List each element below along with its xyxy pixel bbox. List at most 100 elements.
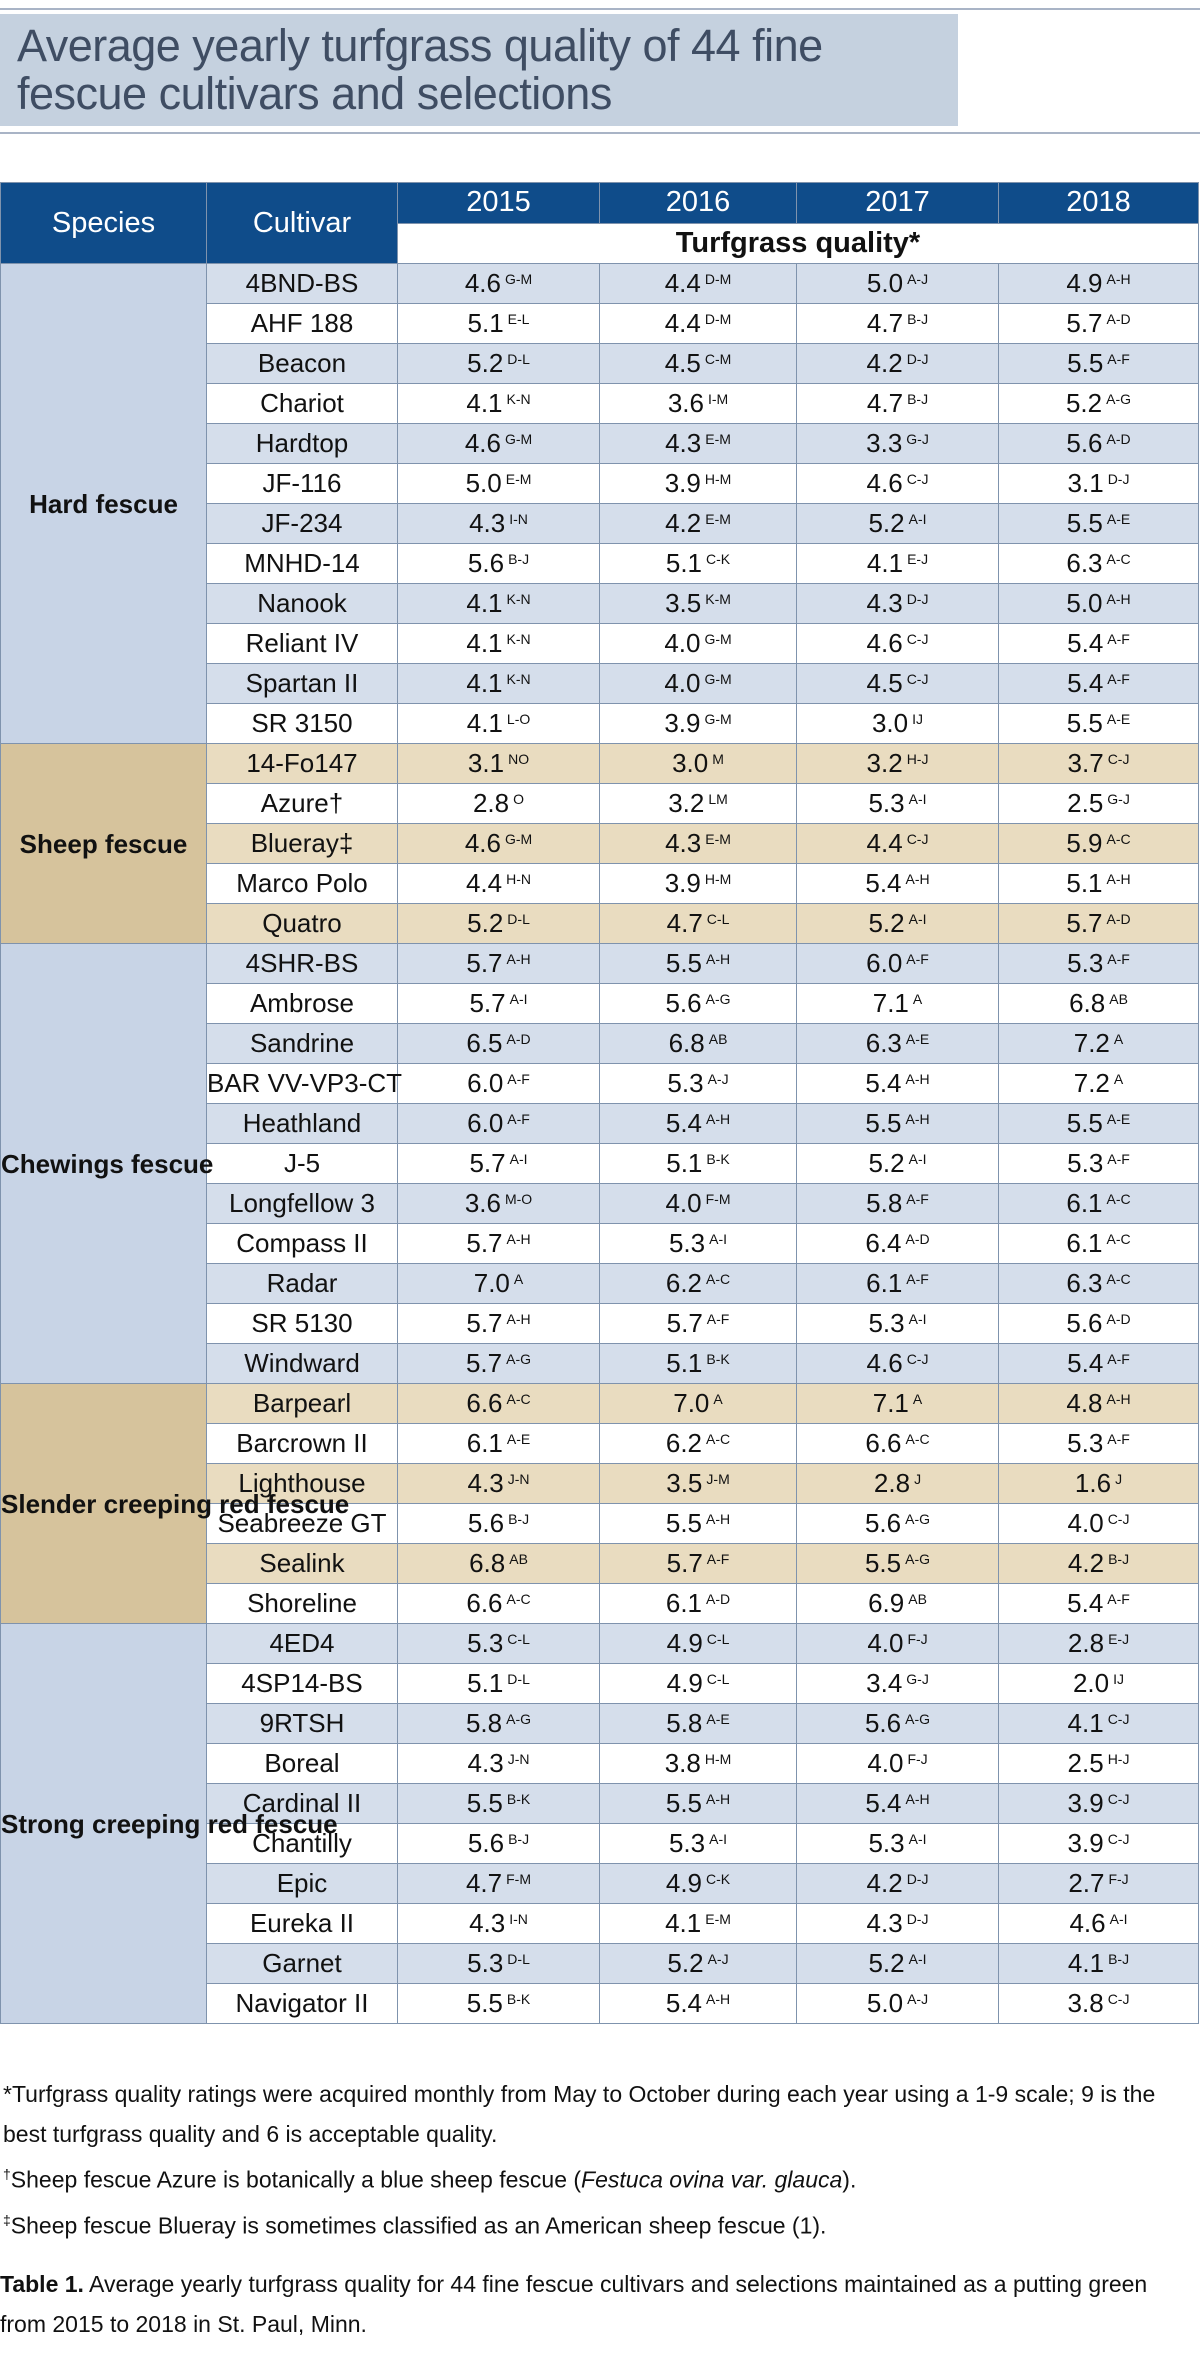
significance-letters: A-D (1106, 911, 1131, 927)
significance-letters: A-I (908, 1151, 927, 1167)
quality-value: 5.5 (1066, 508, 1103, 538)
significance-letters: A-H (1106, 591, 1131, 607)
header-species: Species (0, 182, 207, 264)
quality-cell: 1.6 J (998, 1463, 1199, 1504)
significance-letters: E-M (505, 471, 532, 487)
table-row: Epic 4.7 F-M 4.9 C-K 4.2 D-J 2.7 F-J (1, 1863, 1199, 1904)
table-row: J-5 5.7 A-I 5.1 B-K 5.2 A-I 5.3 A-F (1, 1143, 1199, 1184)
significance-letters: A-H (506, 1311, 531, 1327)
significance-letters: AB (908, 1591, 927, 1607)
significance-letters: A-F (1107, 1351, 1130, 1367)
significance-letters: A-D (506, 1031, 531, 1047)
quality-cell: 5.3 A-F (998, 1423, 1199, 1464)
significance-letters: K-N (506, 391, 531, 407)
significance-letters: C-J (1107, 1511, 1130, 1527)
header-cultivar: Cultivar (206, 182, 398, 264)
significance-letters: A-F (507, 1071, 530, 1087)
significance-letters: C-J (906, 471, 929, 487)
cultivar-cell: Blueray‡ (206, 823, 398, 864)
quality-cell: 5.7 A-F (599, 1303, 797, 1344)
quality-value: 6.6 (865, 1428, 902, 1458)
quality-value: 5.7 (466, 948, 503, 978)
quality-cell: 3.9 C-J (998, 1823, 1199, 1864)
table-row: SR 5130 5.7 A-H 5.7 A-F 5.3 A-I 5.6 A-D (1, 1303, 1199, 1344)
quality-cell: 5.5 A-E (998, 503, 1199, 544)
quality-cell: 4.3 D-J (796, 583, 999, 624)
quality-value: 4.5 (866, 668, 903, 698)
quality-value: 4.6 (464, 268, 501, 298)
quality-value: 6.3 (1066, 548, 1103, 578)
footnote-double-dagger-text: Sheep fescue Blueray is sometimes classi… (10, 2212, 827, 2239)
significance-letters: A-I (908, 1311, 927, 1327)
quality-value: 2.8 (1067, 1628, 1105, 1658)
significance-letters: G-M (704, 671, 732, 687)
significance-letters: D-L (507, 351, 530, 367)
significance-letters: IJ (912, 711, 924, 727)
quality-value: 5.7 (465, 1348, 503, 1378)
quality-value: 5.7 (1066, 308, 1103, 338)
significance-letters: A-G (1106, 391, 1132, 407)
quality-cell: 5.2 A-I (796, 1943, 999, 1984)
significance-letters: M (712, 751, 724, 767)
quality-cell: 6.0 A-F (796, 943, 999, 984)
significance-letters: A-E (1106, 1111, 1131, 1127)
quality-value: 3.2 (866, 748, 903, 778)
quality-value: 4.1 (866, 548, 904, 578)
quality-cell: 6.9 AB (796, 1583, 999, 1624)
quality-cell: 3.1 D-J (998, 463, 1199, 504)
significance-letters: A-H (706, 1111, 731, 1127)
quality-cell: 5.5 A-H (599, 1503, 797, 1544)
quality-value: 3.8 (1067, 1988, 1104, 2018)
cultivar-cell: 9RTSH (206, 1703, 398, 1744)
significance-letters: AB (509, 1551, 528, 1567)
quality-value: 1.6 (1074, 1468, 1112, 1498)
quality-value: 3.3 (866, 428, 903, 458)
header-turfgrass-quality: Turfgrass quality* (397, 222, 1199, 264)
table-row: Radar 7.0 A 6.2 A-C 6.1 A-F 6.3 A-C (1, 1263, 1199, 1304)
significance-letters: G-M (504, 431, 533, 447)
table-row: Hardtop 4.6 G-M 4.3 E-M 3.3 G-J 5.6 A-D (1, 423, 1199, 464)
significance-letters: A-G (905, 1711, 931, 1727)
table-row: 4SP14-BS 5.1 D-L 4.9 C-L 3.4 G-J 2.0 IJ (1, 1663, 1199, 1704)
quality-cell: 2.0 IJ (998, 1663, 1199, 1704)
quality-value: 5.4 (1067, 668, 1104, 698)
significance-letters: A-D (905, 1231, 930, 1247)
table-caption: Table 1. Average yearly turfgrass qualit… (0, 2264, 1190, 2344)
quality-value: 4.0 (1067, 1508, 1104, 1538)
quality-value: 4.1 (665, 1908, 702, 1938)
significance-letters: A-D (706, 1591, 731, 1607)
significance-letters: C-J (906, 1351, 929, 1367)
quality-value: 6.3 (1066, 1268, 1103, 1298)
significance-letters: A-G (506, 1351, 532, 1367)
quality-value: 5.4 (1067, 628, 1104, 658)
quality-value: 4.1 (1067, 1708, 1104, 1738)
cultivar-cell: Hardtop (206, 423, 398, 464)
significance-letters: A-F (1107, 631, 1130, 647)
quality-value: 5.5 (665, 1788, 703, 1818)
cultivar-cell: 4SP14-BS (206, 1663, 398, 1704)
significance-letters: A-I (709, 1231, 728, 1247)
significance-letters: C-L (706, 911, 730, 927)
quality-value: 3.1 (467, 748, 505, 778)
quality-value: 4.2 (665, 508, 702, 538)
table-row: Reliant IV 4.1 K-N 4.0 G-M 4.6 C-J 5.4 A-F (1, 623, 1199, 664)
species-cell: Slender creeping red fescue (0, 1383, 349, 1624)
quality-cell: 4.3 D-J (796, 1903, 999, 1944)
quality-cell: 5.6 A-G (796, 1703, 999, 1744)
quality-cell: 6.4 A-D (796, 1223, 999, 1264)
cultivar-cell: Seabreeze GT (206, 1503, 398, 1544)
cultivar-cell: BAR VV-VP3-CT (206, 1063, 402, 1104)
significance-letters: D-M (704, 311, 732, 327)
quality-value: 5.5 (466, 1988, 503, 2018)
quality-value: 6.8 (469, 1548, 506, 1578)
quality-cell: 5.6 A-D (998, 1303, 1199, 1344)
quality-value: 5.9 (1066, 828, 1103, 858)
quality-cell: 5.2 A-I (796, 1143, 999, 1184)
quality-value: 6.6 (466, 1588, 503, 1618)
header-year-2016: 2016 (599, 182, 797, 224)
quality-value: 4.3 (469, 508, 506, 538)
significance-letters: D-L (507, 1671, 530, 1687)
significance-letters: K-N (506, 591, 531, 607)
quality-cell: 6.3 A-C (998, 543, 1199, 584)
quality-cell: 5.1 A-H (998, 863, 1199, 904)
